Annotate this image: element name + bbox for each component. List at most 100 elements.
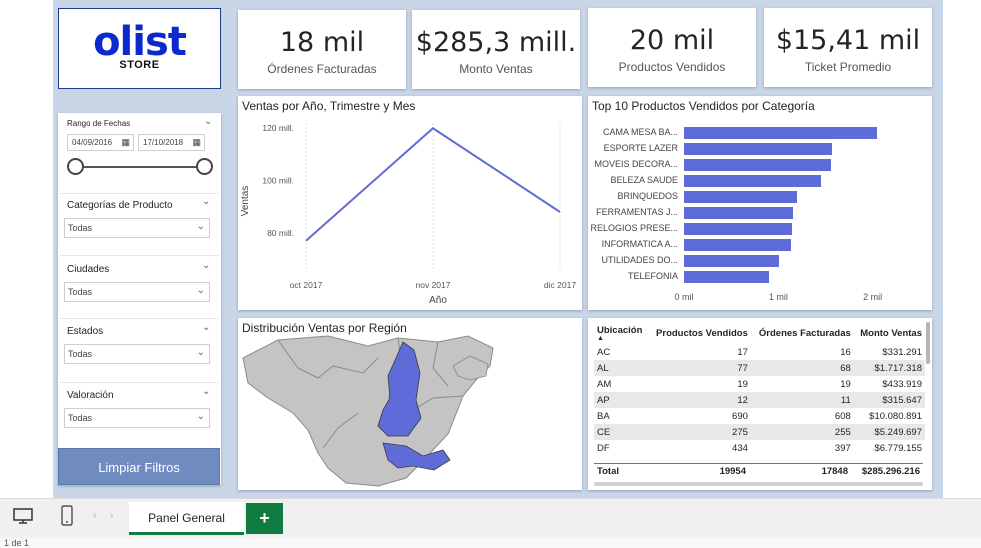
date-slider-end-handle[interactable] — [196, 158, 213, 175]
bar-category-label: CAMA MESA BA... — [602, 127, 678, 137]
row-location: AP — [594, 392, 649, 408]
map-card[interactable]: Distribución Ventas por Región — [238, 318, 582, 490]
table-row[interactable]: DF 434 397 $6.779.155 — [594, 440, 925, 456]
line-chart: 120 mill. 100 mill. 80 mill. oct 2017 nov 20… — [240, 123, 576, 306]
row-sales: $6.779.155 — [874, 442, 922, 454]
table-row[interactable]: BA 690 608 $10.080.891 — [594, 408, 925, 424]
divider — [60, 255, 219, 256]
date-slider-track[interactable] — [74, 166, 204, 168]
clear-filters-button[interactable]: Limpiar Filtros — [58, 448, 220, 485]
bar-chart-card[interactable]: Top 10 Productos Vendidos por Categoría … — [588, 96, 932, 310]
row-orders: 16 — [840, 346, 851, 358]
line-chart-ylabel: Ventas — [240, 186, 251, 217]
row-sales: $433.919 — [882, 378, 922, 390]
cities-dropdown[interactable]: Todas ⌄ — [64, 282, 210, 302]
bar[interactable] — [684, 239, 791, 251]
matrix-scrollbar[interactable] — [926, 322, 930, 364]
matrix-header-orders[interactable]: Órdenes Facturadas — [758, 327, 851, 339]
page-indicator: 1 de 1 — [0, 538, 981, 548]
categories-dropdown[interactable]: Todas ⌄ — [64, 218, 210, 238]
bar-category-label: TELEFONIA — [627, 271, 678, 281]
brazil-map[interactable] — [238, 318, 582, 490]
chevron-down-icon: ⌄ — [196, 411, 205, 422]
table-row[interactable]: AL 77 68 $1.717.318 — [594, 360, 925, 376]
tab-panel-general[interactable]: Panel General — [129, 502, 244, 535]
table-row[interactable]: CE 275 255 $5.249.697 — [594, 424, 925, 440]
y-tick-label: 120 mill. — [262, 123, 294, 133]
line-chart-title: Ventas por Año, Trimestre y Mes — [242, 99, 416, 113]
date-start-input[interactable]: 04/09/2016 ▦ — [67, 134, 134, 151]
row-sales: $315.647 — [853, 392, 925, 408]
kpi-card-orders[interactable]: 18 mil Órdenes Facturadas — [238, 10, 406, 89]
date-end-value: 17/10/2018 — [143, 138, 184, 147]
date-end-input[interactable]: 17/10/2018 ▦ — [138, 134, 205, 151]
add-tab-button[interactable]: + — [246, 503, 283, 534]
row-location: BA — [597, 410, 610, 422]
line-chart-card[interactable]: Ventas por Año, Trimestre y Mes 120 mill… — [238, 96, 582, 310]
kpi-card-ticket[interactable]: $15,41 mil Ticket Promedio — [764, 8, 932, 87]
bar[interactable] — [684, 175, 821, 187]
date-slider-start-handle[interactable] — [67, 158, 84, 175]
kpi-card-products[interactable]: 20 mil Productos Vendidos — [588, 8, 756, 87]
divider — [60, 382, 219, 383]
bar-category-label: MOVEIS DECORA... — [594, 159, 678, 169]
x-tick-label: oct 2017 — [290, 280, 323, 290]
bar[interactable] — [684, 127, 878, 139]
row-orders: 68 — [750, 360, 854, 376]
chevron-down-icon[interactable]: ⌄ — [202, 386, 211, 397]
total-orders: 17848 — [821, 466, 848, 477]
row-orders: 397 — [834, 442, 851, 454]
calendar-icon[interactable]: ▦ — [192, 137, 201, 147]
states-dropdown[interactable]: Todas ⌄ — [64, 344, 210, 364]
chevron-down-icon[interactable]: ⌄ — [202, 196, 211, 207]
matrix-h-scrollbar[interactable] — [594, 482, 923, 486]
table-row[interactable]: AC 17 16 $331.291 — [594, 344, 925, 360]
table-row[interactable]: AM 19 19 $433.919 — [594, 376, 925, 392]
prev-page-icon[interactable]: ‹ — [93, 510, 97, 521]
row-location: CE — [594, 424, 649, 440]
bar[interactable] — [684, 191, 798, 203]
bar[interactable] — [684, 207, 793, 219]
calendar-icon[interactable]: ▦ — [121, 137, 130, 147]
kpi-label: Ticket Promedio — [804, 60, 892, 74]
kpi-value: 18 mil — [279, 27, 365, 58]
bar[interactable] — [684, 255, 780, 267]
matrix-table-wrap: Ubicación ▲ Productos Vendidos Órdenes Fa… — [594, 322, 925, 456]
bar[interactable] — [684, 159, 832, 171]
next-page-icon[interactable]: › — [110, 510, 114, 521]
desktop-view-icon[interactable] — [12, 507, 34, 530]
bar-category-label: BRINQUEDOS — [617, 191, 678, 201]
row-products: 275 — [648, 424, 751, 440]
x-tick-label: nov 2017 — [416, 280, 451, 290]
row-products: 17 — [737, 346, 748, 358]
chevron-down-icon[interactable]: ⌄ — [204, 116, 213, 127]
table-row[interactable]: AP 12 11 $315.647 — [594, 392, 925, 408]
row-location: AC — [597, 346, 611, 358]
rating-dropdown[interactable]: Todas ⌄ — [64, 408, 210, 428]
mobile-view-icon[interactable] — [60, 505, 74, 532]
line-series — [305, 126, 561, 242]
row-products: 77 — [648, 360, 751, 376]
kpi-label: Órdenes Facturadas — [267, 62, 377, 76]
kpi-value: 20 mil — [629, 25, 715, 56]
cities-label: Ciudades — [67, 264, 110, 275]
y-tick-label: 80 mill. — [267, 228, 294, 238]
total-sales: $285.296.216 — [861, 466, 920, 477]
cities-value: Todas — [68, 287, 93, 297]
map-title: Distribución Ventas por Región — [242, 321, 407, 335]
bar[interactable] — [684, 223, 792, 235]
matrix-card[interactable]: Ubicación ▲ Productos Vendidos Órdenes Fa… — [588, 318, 932, 490]
date-range-label: Rango de Fechas — [67, 119, 131, 128]
x-tick-label: 2 mil — [863, 292, 883, 302]
bar[interactable] — [684, 271, 769, 283]
chevron-down-icon[interactable]: ⌄ — [202, 322, 211, 333]
matrix-header-products[interactable]: Productos Vendidos — [656, 327, 748, 339]
categories-label: Categorías de Producto — [67, 200, 173, 211]
matrix-header-sales[interactable]: Monto Ventas — [860, 327, 922, 339]
chevron-down-icon[interactable]: ⌄ — [202, 260, 211, 271]
bar[interactable] — [684, 143, 833, 155]
matrix-header-location[interactable]: Ubicación ▲ — [597, 324, 643, 342]
map-region-gray — [452, 355, 489, 381]
kpi-label: Productos Vendidos — [618, 60, 726, 74]
kpi-card-sales[interactable]: $285,3 mill. Monto Ventas — [412, 10, 580, 89]
